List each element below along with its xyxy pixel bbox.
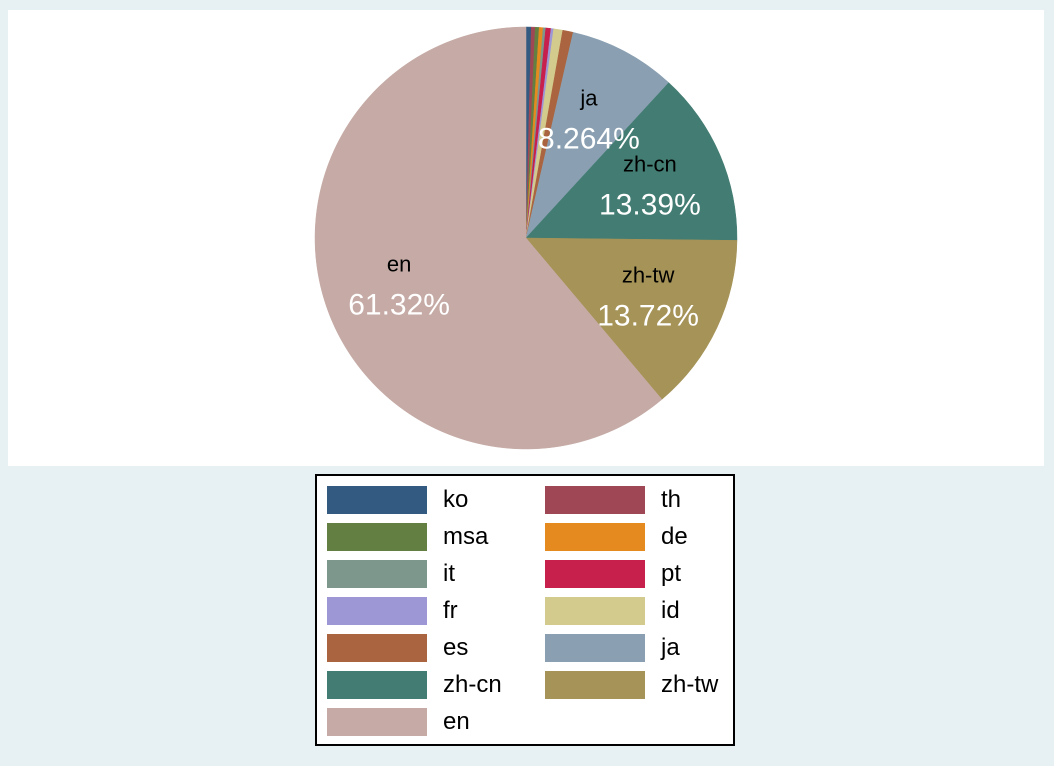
slice-value-label-en: 61.32% <box>348 288 450 321</box>
legend-swatch-ko <box>327 486 427 514</box>
legend-swatch-ja <box>545 634 645 662</box>
slice-value-label-zh-cn: 13.39% <box>599 188 701 221</box>
legend-label-de: de <box>661 523 688 550</box>
pie-slice-en <box>314 26 663 450</box>
legend-label-zh-tw: zh-tw <box>661 671 719 698</box>
legend-swatch-msa <box>327 523 427 551</box>
legend-swatch-zh-tw <box>545 671 645 699</box>
legend-label-id: id <box>661 597 680 624</box>
legend-label-pt: pt <box>661 560 682 587</box>
legend-swatch-de <box>545 523 645 551</box>
pie-slice-ja <box>525 32 670 239</box>
legend-label-msa: msa <box>443 523 489 550</box>
legend-swatch-pt <box>545 560 645 588</box>
legend-swatch-it <box>327 560 427 588</box>
pie-slice-zh-cn <box>525 82 738 241</box>
legend-swatch-zh-cn <box>327 671 427 699</box>
legend-swatch-id <box>545 597 645 625</box>
legend-label-ko: ko <box>443 486 469 513</box>
legend-label-fr: fr <box>443 597 458 624</box>
legend-swatch-es <box>327 634 427 662</box>
slice-value-label-ja: 8.264% <box>538 123 640 156</box>
legend-swatch-fr <box>327 597 427 625</box>
pie-slices <box>314 26 738 450</box>
slice-name-label-zh-cn: zh-cn <box>623 151 677 176</box>
slice-name-label-en: en <box>387 251 411 276</box>
pie-chart: ja 8.264%zh-cn 13.39% zh-tw 13.72% en 61.32% <box>314 26 738 450</box>
pie-slice-labels: ja 8.264%zh-cn 13.39% zh-tw 13.72% en 61.32% <box>348 86 701 333</box>
legend-label-ja: ja <box>661 634 680 661</box>
legend-label-es: es <box>443 634 469 661</box>
legend-label-it: it <box>443 560 455 587</box>
legend-swatch-en <box>327 708 427 736</box>
legend-label-zh-cn: zh-cn <box>443 671 502 698</box>
slice-value-label-zh-tw: 13.72% <box>597 300 699 333</box>
pie-slice-zh-tw <box>525 237 738 400</box>
legend-label-th: th <box>661 486 682 513</box>
slice-name-label-ja: ja <box>579 86 598 111</box>
legend-label-en: en <box>443 708 470 735</box>
legend: ko th msa de it pt fr id es ja zh-cn zh-tw en <box>315 474 735 746</box>
legend-swatch-th <box>545 486 645 514</box>
plot-area: ja 8.264% zh-cn 13.39% zh-tw 13.72% en 61.32% <box>8 10 1044 466</box>
slice-name-label-zh-tw: zh-tw <box>622 263 675 288</box>
